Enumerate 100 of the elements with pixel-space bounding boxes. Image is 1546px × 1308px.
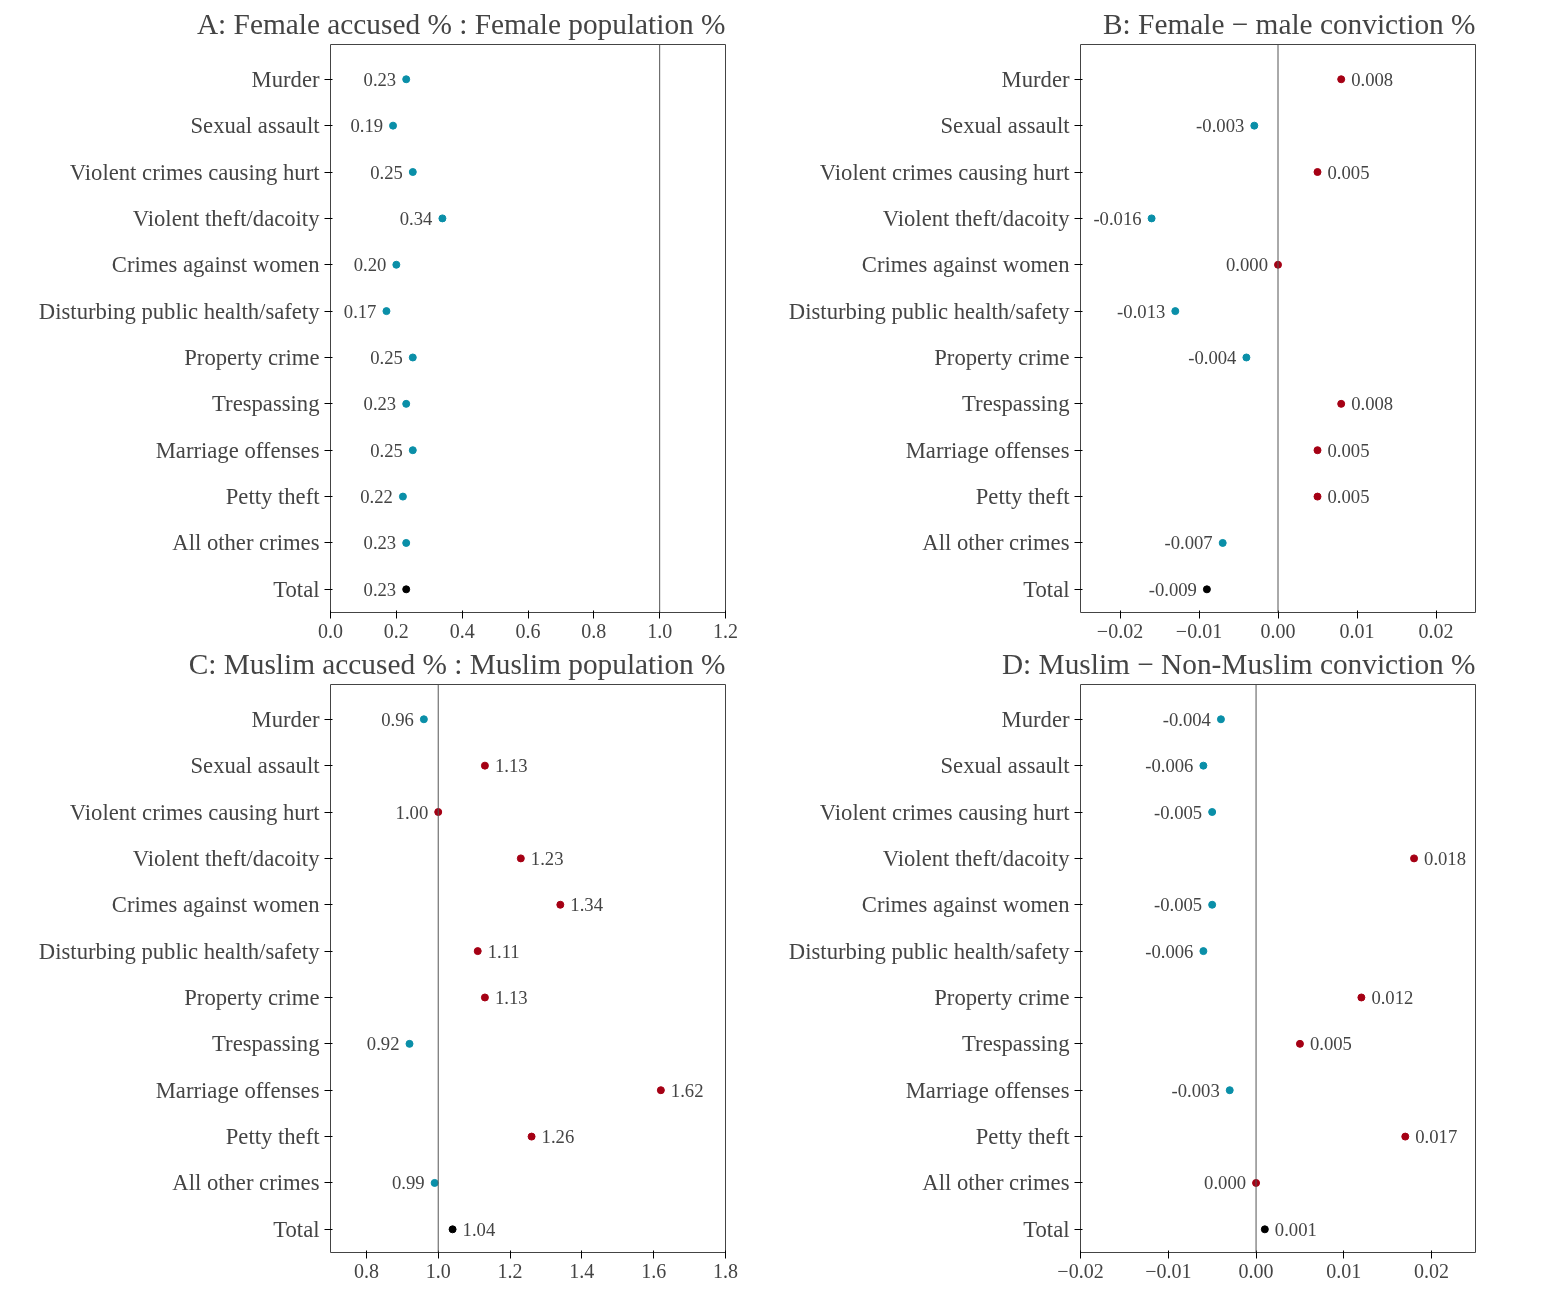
data-label: 0.005 (1327, 161, 1370, 183)
data-label: 0.012 (1371, 986, 1414, 1008)
data-label: 1.34 (570, 894, 604, 916)
y-tick-label: Trespassing (212, 391, 320, 417)
x-tick-label: 0.01 (1326, 1259, 1362, 1282)
y-tick-label: Total (1023, 576, 1070, 602)
data-label: 0.23 (363, 68, 397, 90)
y-tick-label: Marriage offenses (905, 1077, 1070, 1103)
data-label: 0.018 (1424, 847, 1467, 869)
y-tick-label: Marriage offenses (905, 437, 1070, 463)
y-tick-label: All other crimes (172, 1170, 320, 1196)
y-tick-label: Disturbing public health/safety (38, 938, 321, 964)
data-label: 1.62 (670, 1079, 704, 1101)
data-label: 0.20 (353, 254, 387, 276)
y-tick-label: Murder (251, 66, 320, 92)
y-tick-label: Petty theft (225, 1124, 321, 1150)
data-label: 0.25 (370, 439, 403, 461)
x-tick-label: −0.01 (1175, 619, 1223, 642)
y-tick-label: Marriage offenses (155, 437, 320, 463)
data-label: 0.000 (1226, 254, 1269, 276)
x-tick-label: 0.8 (353, 1259, 379, 1282)
y-tick-label: Property crime (184, 344, 320, 370)
y-tick-label: Violent theft/dacoity (132, 205, 321, 231)
x-tick-label: 1.6 (641, 1259, 667, 1282)
data-label: 1.13 (494, 986, 528, 1008)
y-tick-label: Murder (1001, 706, 1070, 732)
y-tick-label: Trespassing (962, 1031, 1070, 1057)
data-label: -0.003 (1171, 1079, 1220, 1101)
data-label: 0.008 (1351, 68, 1394, 90)
data-label: 0.96 (381, 708, 414, 730)
y-tick-label: Murder (251, 706, 320, 732)
data-label: 1.04 (462, 1218, 496, 1240)
y-tick-label: Total (273, 1216, 320, 1242)
data-label: 0.92 (366, 1033, 400, 1055)
data-label: 0.25 (370, 161, 403, 183)
y-tick-label: Disturbing public health/safety (788, 938, 1071, 964)
x-tick-label: 0.02 (1418, 619, 1454, 642)
y-tick-label: Sexual assault (940, 113, 1071, 139)
chart-title: C: Muslim accused % : Muslim population % (188, 647, 726, 680)
y-tick-label: Disturbing public health/safety (38, 298, 321, 324)
data-label: 1.13 (494, 755, 528, 777)
y-tick-label: All other crimes (172, 530, 320, 556)
y-tick-label: Violent theft/dacoity (132, 845, 321, 871)
data-label: -0.009 (1148, 578, 1197, 600)
y-tick-label: Marriage offenses (155, 1077, 320, 1103)
data-label: 1.00 (395, 801, 429, 823)
data-label: -0.006 (1145, 940, 1194, 962)
x-tick-label: 0.6 (515, 619, 541, 642)
y-tick-label: Petty theft (975, 1124, 1071, 1150)
data-label: 0.005 (1327, 439, 1370, 461)
y-tick-label: Property crime (934, 984, 1070, 1010)
data-label: 0.25 (370, 346, 403, 368)
data-label: 1.23 (530, 847, 564, 869)
x-tick-label: 0.01 (1339, 619, 1375, 642)
x-tick-label: 0.2 (383, 619, 409, 642)
data-label: -0.004 (1188, 346, 1238, 368)
x-tick-label: −0.02 (1096, 619, 1144, 642)
data-label: 0.23 (363, 532, 397, 554)
data-label: -0.013 (1117, 300, 1166, 322)
y-tick-label: Crimes against women (861, 892, 1070, 918)
y-tick-label: Violent crimes causing hurt (819, 159, 1071, 185)
x-tick-label: 0.4 (449, 619, 475, 642)
y-tick-label: Violent crimes causing hurt (819, 799, 1071, 825)
x-tick-label: 1.2 (497, 1259, 523, 1282)
data-label: 0.23 (363, 393, 397, 415)
data-label: -0.007 (1164, 532, 1213, 554)
x-tick-label: 0.00 (1238, 1259, 1274, 1282)
data-label: 0.017 (1415, 1126, 1458, 1148)
data-label: 0.19 (350, 115, 384, 137)
x-tick-label: 0.8 (581, 619, 607, 642)
y-tick-label: Crimes against women (111, 892, 320, 918)
data-label: 0.000 (1204, 1172, 1247, 1194)
y-tick-label: All other crimes (922, 530, 1070, 556)
y-tick-label: Sexual assault (190, 113, 321, 139)
data-label: 0.001 (1274, 1218, 1317, 1240)
y-tick-label: Trespassing (962, 391, 1070, 417)
data-label: -0.005 (1153, 801, 1203, 823)
y-tick-label: Crimes against women (111, 252, 320, 278)
data-label: 0.23 (363, 578, 397, 600)
y-tick-label: Crimes against women (861, 252, 1070, 278)
data-label: 0.34 (399, 207, 434, 229)
y-tick-label: Total (273, 576, 320, 602)
data-label: -0.004 (1162, 708, 1212, 730)
data-label: 0.008 (1351, 393, 1394, 415)
data-label: -0.016 (1093, 207, 1142, 229)
chart-title: A: Female accused % : Female population % (196, 7, 726, 40)
x-tick-label: 1.0 (425, 1259, 451, 1282)
chart-title: B: Female − male conviction % (1103, 7, 1476, 40)
y-tick-label: Property crime (184, 984, 320, 1010)
x-tick-label: 0.02 (1414, 1259, 1450, 1282)
y-tick-label: Petty theft (225, 484, 321, 510)
data-label: 0.22 (360, 486, 393, 508)
data-label: 0.99 (391, 1172, 425, 1194)
y-tick-label: Property crime (934, 344, 1070, 370)
data-label: -0.006 (1145, 755, 1194, 777)
y-tick-label: Sexual assault (940, 753, 1071, 779)
x-tick-label: −0.01 (1145, 1259, 1192, 1282)
x-tick-label: 1.4 (569, 1259, 595, 1282)
data-label: -0.003 (1196, 115, 1245, 137)
y-tick-label: Murder (1001, 66, 1070, 92)
